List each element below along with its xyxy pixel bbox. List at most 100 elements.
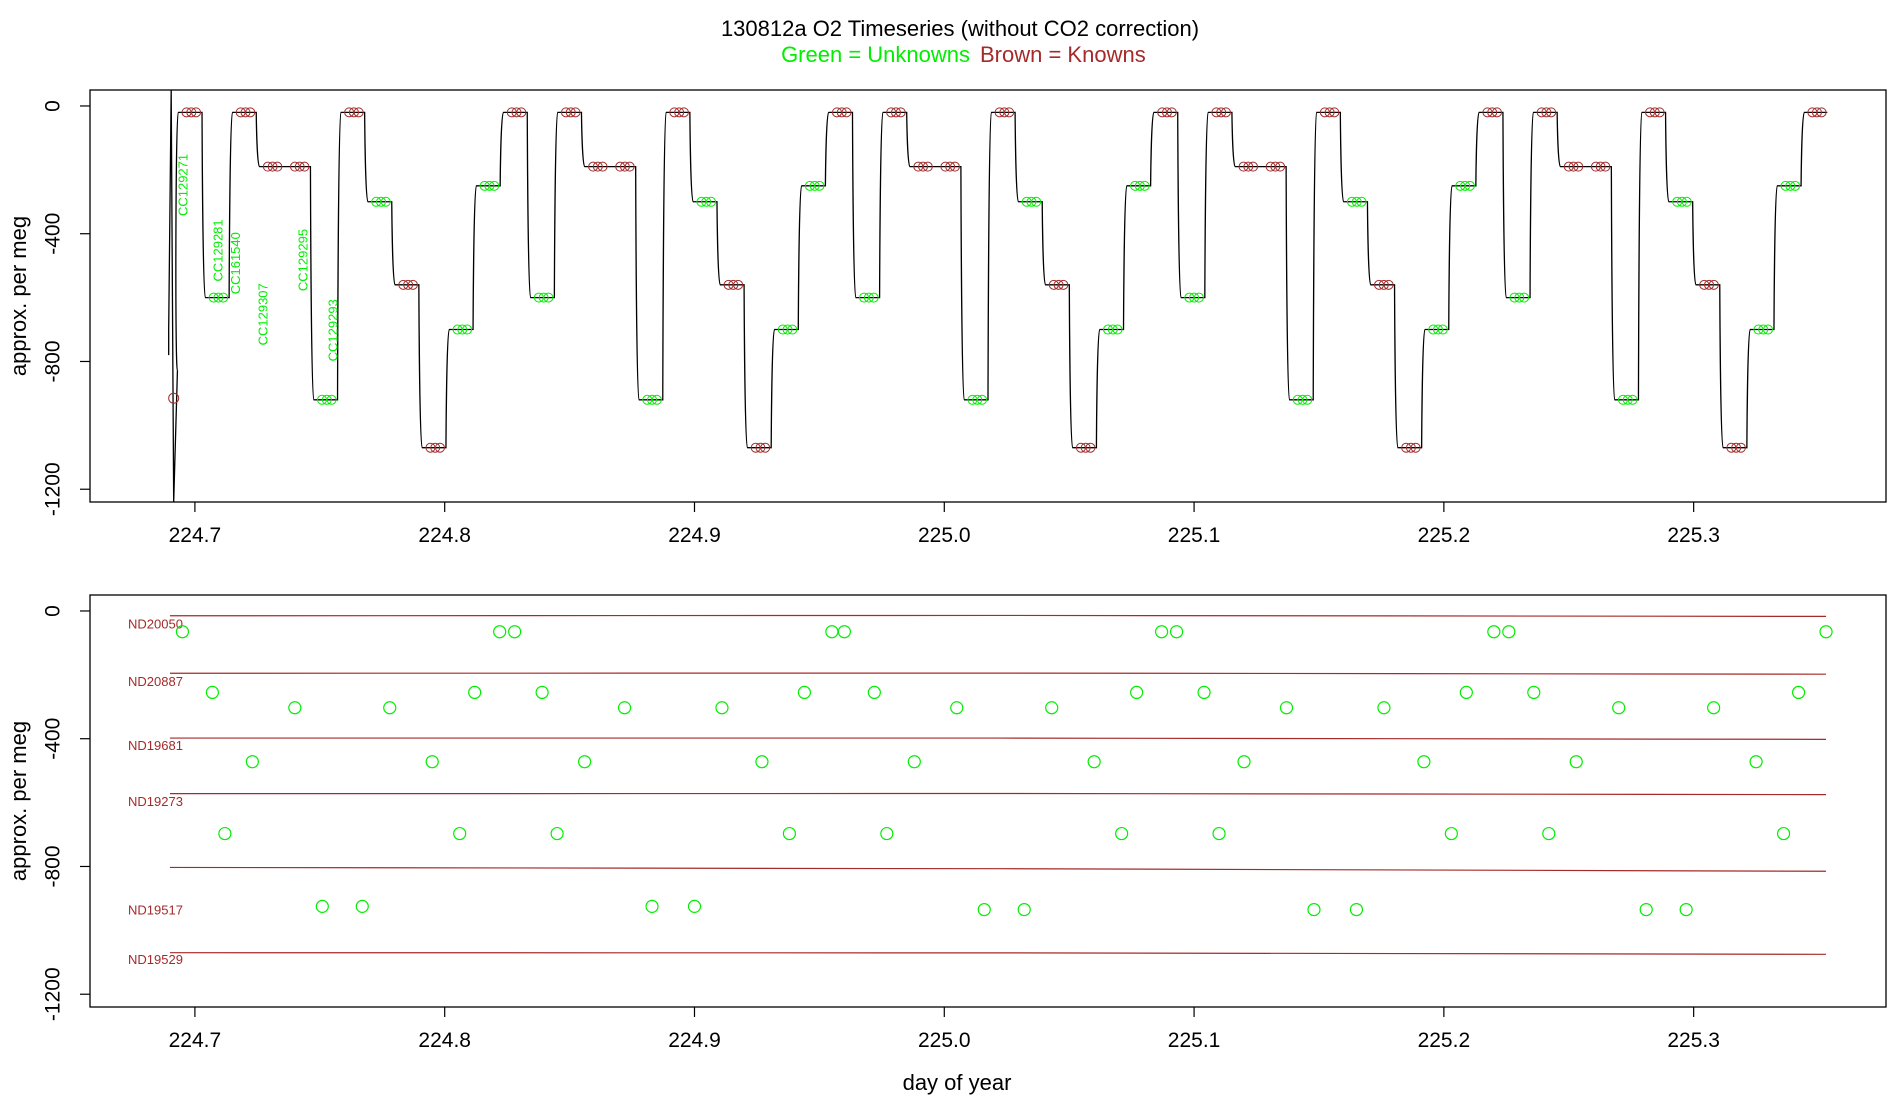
known-marker xyxy=(949,161,960,172)
known-marker xyxy=(1211,107,1222,118)
unknown-point xyxy=(907,755,921,769)
known-marker xyxy=(1004,107,1015,118)
known-marker xyxy=(831,107,842,118)
unknown-point xyxy=(645,899,659,913)
known-marker xyxy=(1573,161,1584,172)
known-marker xyxy=(407,279,418,290)
unknown-marker xyxy=(977,394,988,405)
unknown-marker xyxy=(1292,394,1303,405)
unknown-marker xyxy=(479,180,490,191)
known-marker xyxy=(841,107,852,118)
standard-label: ND19517 xyxy=(128,903,183,918)
x-tick-label: 224.8 xyxy=(418,1029,471,1052)
unknown-point xyxy=(1707,701,1721,715)
known-marker xyxy=(895,107,906,118)
known-marker xyxy=(272,161,283,172)
unknown-marker xyxy=(1297,394,1308,405)
standard-label: ND20887 xyxy=(128,674,183,689)
known-marker xyxy=(945,161,956,172)
unknown-point xyxy=(880,826,894,841)
x-tick-label: 224.9 xyxy=(668,1029,721,1052)
unknown-marker xyxy=(380,196,391,207)
known-marker xyxy=(728,279,739,290)
y-tick-label: -400 xyxy=(42,213,65,255)
x-tick-label: 225.3 xyxy=(1667,524,1720,547)
plot-frame xyxy=(89,594,1887,1008)
unknown-marker xyxy=(371,196,382,207)
unknown-marker xyxy=(538,292,549,303)
unknown-marker xyxy=(1617,394,1628,405)
known-marker xyxy=(940,161,951,172)
unknown-marker xyxy=(777,324,788,335)
known-marker xyxy=(890,107,901,118)
x-tick-label: 224.7 xyxy=(169,524,222,547)
known-marker xyxy=(1378,279,1389,290)
y-tick-label: -1200 xyxy=(42,462,65,516)
unknown-point xyxy=(218,826,232,841)
unknown-marker xyxy=(814,180,825,191)
known-marker xyxy=(1595,161,1606,172)
known-marker xyxy=(1270,161,1281,172)
sample-label: CC129281 xyxy=(210,219,225,281)
standard-line xyxy=(169,866,1827,872)
known-marker xyxy=(624,161,635,172)
unknown-point xyxy=(1087,755,1101,769)
unknown-point xyxy=(825,625,839,639)
unknown-marker xyxy=(218,292,229,303)
unknown-marker xyxy=(1184,292,1195,303)
known-marker xyxy=(669,107,680,118)
unknown-point xyxy=(1569,755,1583,769)
y-axis-title: approx. per meg xyxy=(6,216,31,376)
unknown-marker xyxy=(1193,292,1204,303)
y-tick-label: 0 xyxy=(42,100,65,112)
unknown-point xyxy=(1237,755,1251,769)
known-marker xyxy=(1058,279,1069,290)
unknown-marker xyxy=(859,292,870,303)
known-marker xyxy=(999,107,1010,118)
known-marker xyxy=(1816,107,1827,118)
unknown-point xyxy=(1417,755,1431,769)
known-marker xyxy=(1704,279,1715,290)
unknown-marker xyxy=(1780,180,1791,191)
x-tick-label: 224.8 xyxy=(418,524,471,547)
unknown-marker xyxy=(533,292,544,303)
known-marker xyxy=(565,107,576,118)
known-marker xyxy=(1563,161,1574,172)
chart-title: 130812a O2 Timeseries (without CO2 corre… xyxy=(721,16,1199,41)
standard-line xyxy=(169,614,1827,617)
unknown-marker xyxy=(1763,324,1774,335)
unknown-marker xyxy=(863,292,874,303)
known-marker xyxy=(403,279,414,290)
unknown-marker xyxy=(809,180,820,191)
unknown-marker xyxy=(1672,196,1683,207)
standard-label: ND19273 xyxy=(128,794,183,809)
unknown-point xyxy=(383,701,397,715)
known-marker xyxy=(1401,442,1412,453)
standard-label: ND20050 xyxy=(128,617,183,632)
known-marker xyxy=(1536,107,1547,118)
known-marker xyxy=(348,107,359,118)
unknown-marker xyxy=(543,292,554,303)
unknown-point xyxy=(782,826,797,841)
standard-line xyxy=(169,737,1827,740)
known-marker xyxy=(588,161,599,172)
unknown-marker xyxy=(642,394,653,405)
known-marker xyxy=(1568,161,1579,172)
unknown-point xyxy=(1819,625,1833,639)
standard-label: ND19681 xyxy=(128,738,183,753)
plot-frame xyxy=(89,89,1887,503)
known-marker xyxy=(836,107,847,118)
x-tick-label: 224.9 xyxy=(668,524,721,547)
known-marker xyxy=(1645,107,1656,118)
unknown-point xyxy=(687,899,702,913)
unknown-marker xyxy=(1351,196,1362,207)
sample-label: CC129295 xyxy=(295,229,310,291)
known-marker xyxy=(1649,107,1660,118)
unknown-marker xyxy=(1139,180,1150,191)
unknown-marker xyxy=(326,394,337,405)
known-marker xyxy=(181,107,192,118)
known-marker xyxy=(1487,107,1498,118)
known-marker xyxy=(235,107,246,118)
known-marker xyxy=(434,442,445,453)
